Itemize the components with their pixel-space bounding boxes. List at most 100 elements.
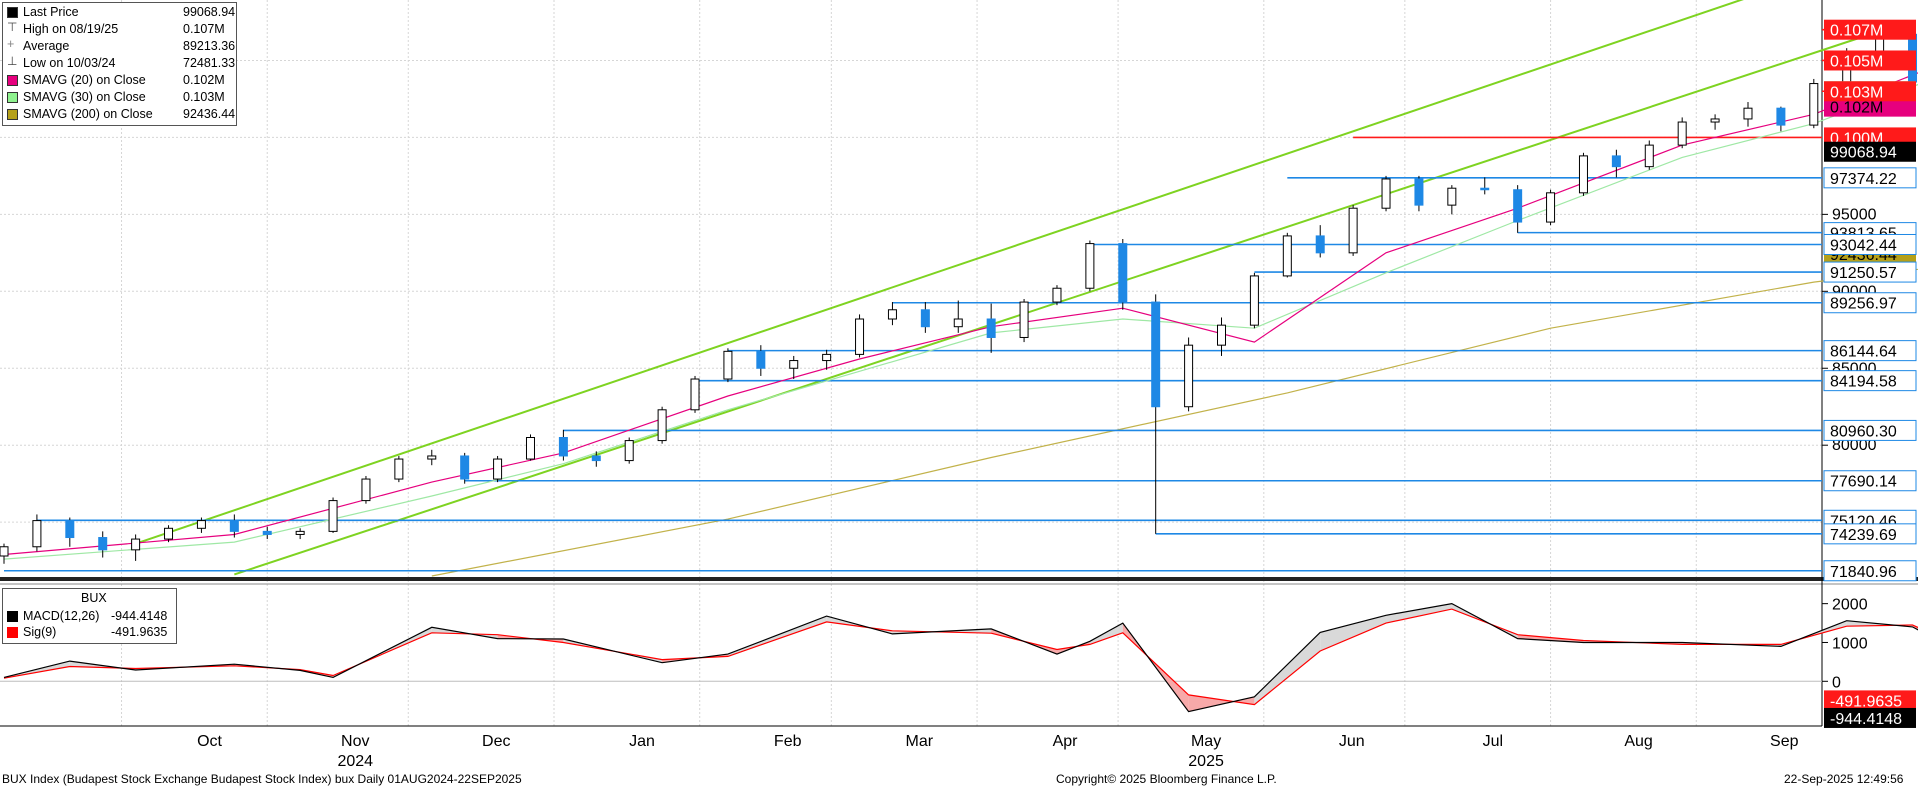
candle-body-40: [1315, 235, 1325, 254]
legend-color-swatch: [7, 92, 18, 103]
macd-legend-value: -944.4148: [111, 609, 168, 623]
candle-body-33: [1085, 243, 1095, 289]
year-label-1: 2025: [1188, 753, 1224, 770]
candle-body-39: [1282, 235, 1292, 277]
level-tag-9-bg: [1823, 340, 1917, 362]
level-tag-6-bg: [1823, 233, 1917, 255]
candle-body-16: [525, 437, 535, 460]
macd-tag-1-bg: [1824, 707, 1916, 728]
month-label-7: May: [1191, 733, 1221, 750]
candle-body-8: [262, 530, 272, 535]
macd-tag-1: -944.4148: [1830, 711, 1902, 728]
candle-body-3: [98, 537, 108, 551]
candle-body-28: [920, 309, 930, 328]
legend-avg-cross-icon: +: [7, 37, 15, 51]
legend-row: SMAVG (200) on Close 92436.44: [3, 107, 236, 122]
candle-body-53: [1743, 107, 1753, 120]
legend-color-swatch: [7, 75, 18, 86]
level-tag-1: 0.105M: [1830, 53, 1883, 70]
legend-row: Last Price 99068.94: [3, 5, 236, 20]
candle-body-0: [0, 546, 9, 557]
candle-body-26: [855, 318, 865, 355]
legend-label: Average: [23, 39, 70, 53]
candle-body-12: [394, 458, 404, 480]
price-axis-label-3: 95000: [1832, 206, 1877, 223]
candle-body-43: [1414, 178, 1424, 206]
legend-row: SMAVG (30) on Close 0.103M: [3, 90, 236, 105]
level-tag-7: 91250.57: [1830, 265, 1897, 282]
candle-body-30: [986, 318, 996, 338]
candle-body-31: [1019, 301, 1029, 338]
candle-body-24: [789, 360, 799, 369]
level-tag-1-bg: [1824, 50, 1916, 71]
level-tag-15-bg: [1823, 560, 1917, 582]
level-tag-8: 89256.97: [1830, 296, 1897, 313]
macd-legend-row: MACD(12,26) -944.4148: [3, 609, 176, 624]
candle-body-38: [1249, 275, 1259, 326]
legend-color-swatch: [7, 627, 18, 638]
legend-row: ⊤ High on 08/19/25 0.107M: [3, 20, 236, 37]
level-tag-10-bg: [1823, 370, 1917, 392]
month-label-9: Jul: [1483, 733, 1503, 750]
candle-body-11: [361, 478, 371, 502]
legend-value: 89213.36: [183, 39, 236, 53]
macd-legend: BUX MACD(12,26) -944.4148 Sig(9) -491.9635: [2, 588, 177, 644]
candle-body-7: [229, 520, 239, 532]
level-tag-15: 71840.96: [1830, 564, 1897, 581]
candle-body-49: [1611, 155, 1621, 168]
level-tag-11-bg: [1823, 419, 1917, 441]
legend-label: SMAVG (200) on Close: [23, 107, 153, 121]
candle-body-17: [558, 437, 568, 457]
macd-axis-label-2: 0: [1832, 674, 1841, 691]
level-tag-9: 86144.64: [1830, 344, 1897, 361]
candle-body-47: [1546, 192, 1556, 223]
price-tag-sma-1-bg: [1824, 96, 1916, 117]
last-price-tag-2-bg: [1824, 141, 1916, 162]
level-tag-7-bg: [1823, 261, 1917, 283]
candle-body-42: [1381, 178, 1391, 209]
month-label-8: Jun: [1339, 733, 1365, 750]
level-tag-10: 84194.58: [1830, 374, 1897, 391]
legend-label: High on 08/19/25: [23, 22, 119, 36]
macd-line: [3, 602, 1918, 713]
month-label-11: Sep: [1770, 733, 1799, 750]
macd-tag-0: -491.9635: [1830, 693, 1902, 710]
macd-legend-label: Sig(9): [23, 625, 57, 639]
legend-color-swatch: [7, 7, 18, 18]
macd-pane: [0, 580, 1822, 726]
macd-legend-value: -491.9635: [111, 625, 168, 639]
price-pane: [0, 0, 1822, 577]
candle-body-29: [953, 318, 963, 328]
candle-body-6: [196, 520, 206, 529]
candle-body-32: [1052, 287, 1062, 303]
level-tag-14-bg: [1823, 523, 1917, 545]
month-label-5: Mar: [906, 733, 934, 750]
footer-copyright: Copyright© 2025 Bloomberg Finance L.P.: [1056, 772, 1277, 786]
level-tag-2: 0.103M: [1830, 84, 1883, 101]
level-tag-12: 77690.14: [1830, 474, 1897, 491]
candle-body-35: [1151, 301, 1161, 408]
macd-signal-line: [3, 608, 1918, 706]
year-label-0: 2024: [337, 753, 373, 770]
candle-body-50: [1644, 144, 1654, 168]
level-tag-8-bg: [1823, 292, 1917, 314]
month-label-10: Aug: [1624, 733, 1652, 750]
candle-body-20: [657, 409, 667, 442]
level-tag-12-bg: [1823, 470, 1917, 492]
last-price-tag-2: 99068.94: [1830, 145, 1897, 162]
candle-body-52: [1710, 118, 1720, 123]
legend-row: SMAVG (20) on Close 0.102M: [3, 73, 236, 88]
level-tag-11: 80960.30: [1830, 423, 1897, 440]
candle-body-13: [427, 455, 437, 460]
candle-body-18: [591, 455, 601, 462]
level-tag-6: 93042.44: [1830, 237, 1897, 254]
legend-low-tick-icon: ⊥: [7, 54, 18, 68]
month-label-3: Jan: [629, 733, 655, 750]
level-tag-0: 0.107M: [1830, 23, 1883, 40]
pane-separator: [0, 577, 1918, 581]
candle-body-14: [460, 455, 470, 480]
price-legend: Last Price 99068.94 ⊤ High on 08/19/25 0.107…: [2, 2, 237, 126]
footer-timestamp: 22-Sep-2025 12:49:56: [1784, 772, 1904, 786]
candle-body-10: [328, 500, 338, 532]
